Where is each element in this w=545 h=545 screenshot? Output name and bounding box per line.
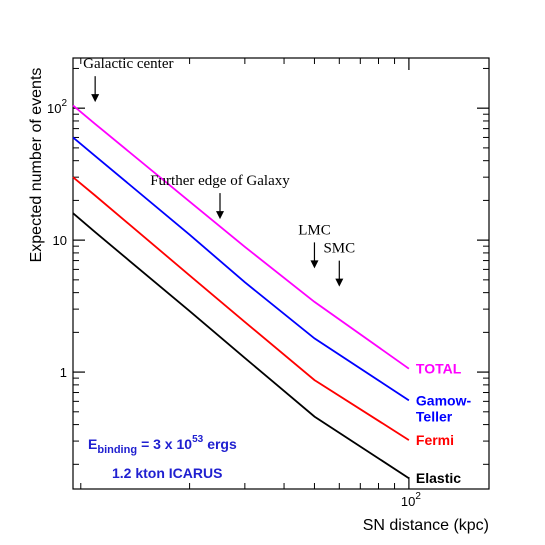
series-line-total (72, 104, 410, 370)
binding-value: = 3 x 10 (141, 436, 192, 452)
series-line-elastic (72, 212, 410, 479)
binding-unit: ergs (207, 436, 237, 452)
series-label: Fermi (416, 432, 454, 448)
series-label: Gamow- (416, 392, 472, 408)
series-label: TOTAL (416, 361, 462, 377)
series-lines (72, 104, 410, 479)
annotation-label: Further edge of Galaxy (150, 173, 290, 189)
binding-subscript: binding (97, 444, 137, 456)
x-axis-title: SN distance (kpc) (363, 517, 489, 534)
major-ticks: 1 10 102 102 (47, 58, 489, 509)
series-labels: TOTAL Gamow-Teller Fermi Elastic (416, 361, 472, 486)
y-tick-label: 102 (47, 98, 67, 116)
binding-exponent: 53 (192, 434, 204, 445)
series-line-fermi (72, 176, 410, 441)
annotation-arrow-head (91, 94, 100, 103)
series-label: Teller (416, 408, 453, 424)
annotation-arrow-head (310, 260, 319, 269)
series-line-gamow-teller (72, 136, 410, 402)
y-axis-title: Expected number of events (28, 68, 45, 263)
y-tick-label: 1 (60, 365, 67, 380)
annotations: Galactic center Further edge of Galaxy LMC… (83, 56, 355, 287)
series-label: Elastic (416, 470, 461, 486)
annotation-label: Galactic center (83, 56, 173, 72)
binding-energy-label: Ebinding = 3 x 1053 ergs (88, 434, 237, 456)
detector-label: 1.2 kton ICARUS (112, 465, 222, 481)
binding-prefix: E (88, 436, 97, 452)
minor-ticks (73, 58, 489, 489)
annotation-arrow-head (335, 278, 344, 287)
annotation-label: SMC (323, 241, 355, 257)
annotation-label: LMC (298, 222, 331, 238)
plot-frame (72, 57, 490, 490)
annotation-arrow-head (216, 211, 225, 220)
x-tick-label: 102 (401, 491, 421, 509)
y-tick-label: 10 (53, 233, 67, 248)
